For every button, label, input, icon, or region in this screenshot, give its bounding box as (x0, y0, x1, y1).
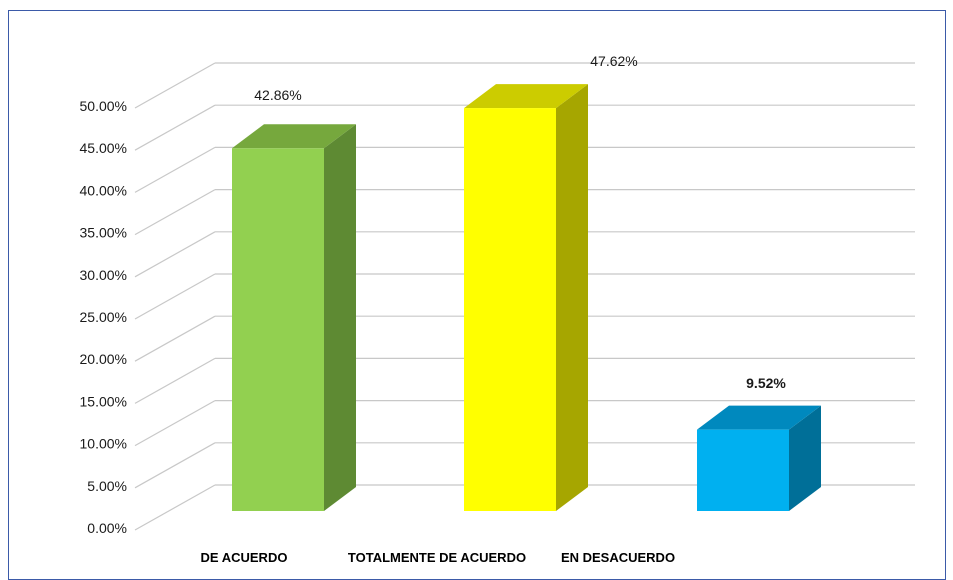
data-label: 47.62% (590, 53, 637, 69)
gridline-diagonal (134, 104, 216, 151)
y-tick-label: 0.00% (87, 520, 127, 536)
x-tick-label: EN DESACUERDO (561, 550, 675, 565)
x-tick-label: DE ACUERDO (201, 550, 288, 565)
y-tick-label: 10.00% (80, 436, 127, 452)
gridline-diagonal (134, 231, 216, 278)
y-tick-label: 45.00% (80, 140, 127, 156)
gridline-diagonal (134, 442, 216, 489)
bar-side (324, 124, 356, 511)
gridline-diagonal (134, 315, 216, 362)
x-tick-label: TOTALMENTE DE ACUERDO (348, 550, 526, 565)
gridline-diagonal (134, 484, 216, 531)
y-tick-label: 5.00% (87, 478, 127, 494)
bar (697, 429, 789, 511)
bar-side (556, 84, 588, 512)
y-tick-label: 40.00% (80, 182, 127, 198)
y-tick-label: 20.00% (80, 351, 127, 367)
y-tick-label: 35.00% (80, 225, 127, 241)
data-label: 42.86% (254, 87, 301, 103)
gridline-diagonal (134, 62, 216, 109)
gridline-diagonal (134, 400, 216, 447)
bar-side (789, 405, 821, 511)
gridline-diagonal (134, 189, 216, 236)
gridline-diagonal (134, 273, 216, 320)
y-tick-label: 50.00% (80, 98, 127, 114)
bar-top (697, 405, 821, 430)
bar-top (232, 124, 356, 149)
gridline-diagonal (134, 146, 216, 193)
data-label: 9.52% (746, 375, 786, 391)
y-tick-label: 25.00% (80, 309, 127, 325)
y-tick-label: 15.00% (80, 393, 127, 409)
bar-top (464, 84, 588, 109)
bar (232, 148, 324, 511)
gridline-diagonal (134, 357, 216, 404)
y-tick-label: 30.00% (80, 267, 127, 283)
bar (464, 108, 556, 512)
